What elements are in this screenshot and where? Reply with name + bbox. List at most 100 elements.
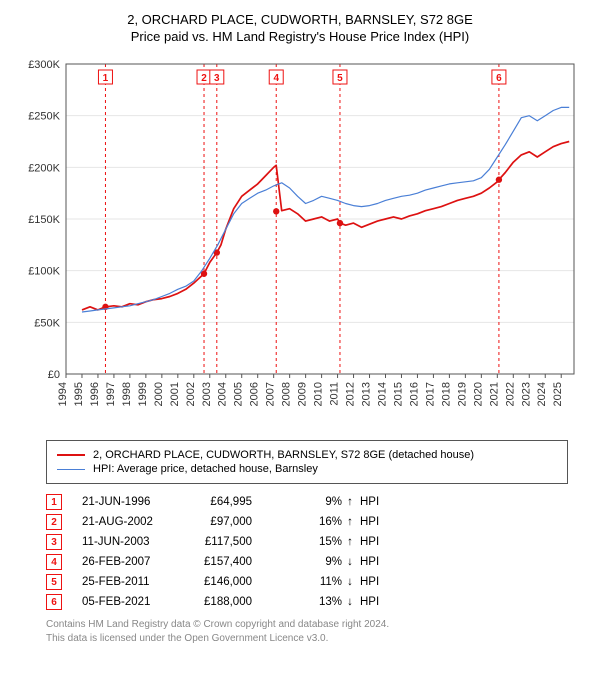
- arrow-icon: ↓: [342, 596, 358, 608]
- svg-text:6: 6: [496, 73, 502, 84]
- svg-text:£300K: £300K: [28, 59, 60, 71]
- svg-text:1: 1: [103, 73, 109, 84]
- svg-text:2008: 2008: [281, 382, 293, 406]
- marker-pct: 9%: [292, 556, 342, 568]
- legend-item: HPI: Average price, detached house, Barn…: [57, 463, 557, 475]
- svg-text:2016: 2016: [408, 382, 420, 406]
- svg-text:£50K: £50K: [34, 317, 60, 329]
- svg-text:2: 2: [201, 73, 207, 84]
- marker-price: £64,995: [192, 496, 292, 508]
- svg-text:2024: 2024: [536, 382, 548, 406]
- marker-table: 121-JUN-1996£64,9959%↑HPI221-AUG-2002£97…: [46, 494, 568, 610]
- svg-text:2014: 2014: [376, 382, 388, 406]
- marker-date: 25-FEB-2011: [82, 576, 192, 588]
- svg-text:£100K: £100K: [28, 266, 60, 278]
- legend-label: HPI: Average price, detached house, Barn…: [93, 463, 318, 475]
- arrow-icon: ↓: [342, 556, 358, 568]
- svg-text:2023: 2023: [520, 382, 532, 406]
- svg-text:£250K: £250K: [28, 111, 60, 123]
- marker-row: 1 21-JUN-1996£64,9959%↑HPI: [46, 494, 568, 510]
- legend-swatch: [57, 469, 85, 470]
- svg-text:2001: 2001: [169, 382, 181, 406]
- marker-row: 6 05-FEB-2021£188,00013%↓HPI: [46, 594, 568, 610]
- svg-text:2015: 2015: [392, 382, 404, 406]
- svg-text:2019: 2019: [456, 382, 468, 406]
- marker-suffix: HPI: [358, 496, 379, 508]
- marker-row: 5 25-FEB-2011£146,00011%↓HPI: [46, 574, 568, 590]
- marker-number-box: 5: [46, 574, 62, 590]
- marker-price: £146,000: [192, 576, 292, 588]
- footnote: Contains HM Land Registry data © Crown c…: [46, 618, 568, 645]
- svg-text:2018: 2018: [440, 382, 452, 406]
- marker-row: 2 21-AUG-2002£97,00016%↑HPI: [46, 514, 568, 530]
- svg-text:1998: 1998: [121, 382, 133, 406]
- legend-label: 2, ORCHARD PLACE, CUDWORTH, BARNSLEY, S7…: [93, 449, 474, 461]
- svg-text:4: 4: [273, 73, 279, 84]
- arrow-icon: ↓: [342, 576, 358, 588]
- marker-price: £97,000: [192, 516, 292, 528]
- svg-text:2022: 2022: [504, 382, 516, 406]
- marker-pct: 9%: [292, 496, 342, 508]
- svg-text:2003: 2003: [201, 382, 213, 406]
- svg-text:2004: 2004: [217, 382, 229, 406]
- svg-text:2021: 2021: [488, 382, 500, 406]
- marker-suffix: HPI: [358, 556, 379, 568]
- svg-text:1997: 1997: [105, 382, 117, 406]
- chart-title-block: 2, ORCHARD PLACE, CUDWORTH, BARNSLEY, S7…: [12, 12, 588, 44]
- svg-text:2017: 2017: [424, 382, 436, 406]
- title-line1: 2, ORCHARD PLACE, CUDWORTH, BARNSLEY, S7…: [12, 12, 588, 27]
- marker-date: 26-FEB-2007: [82, 556, 192, 568]
- svg-text:1995: 1995: [73, 382, 85, 406]
- svg-text:1996: 1996: [89, 382, 101, 406]
- svg-text:2000: 2000: [153, 382, 165, 406]
- marker-number-box: 2: [46, 514, 62, 530]
- marker-number-box: 3: [46, 534, 62, 550]
- marker-price: £188,000: [192, 596, 292, 608]
- chart-container: £0 £50K £100K £150K £200K £250K £300K 1994 1995 1…: [12, 52, 588, 432]
- svg-text:£150K: £150K: [28, 214, 60, 226]
- svg-text:2012: 2012: [345, 382, 357, 406]
- footnote-line1: Contains HM Land Registry data © Crown c…: [46, 618, 568, 632]
- marker-date: 11-JUN-2003: [82, 536, 192, 548]
- arrow-icon: ↑: [342, 496, 358, 508]
- marker-date: 21-JUN-1996: [82, 496, 192, 508]
- footnote-line2: This data is licensed under the Open Gov…: [46, 632, 568, 646]
- svg-text:2007: 2007: [265, 382, 277, 406]
- marker-row: 426-FEB-2007£157,4009%↓HPI: [46, 554, 568, 570]
- svg-text:5: 5: [337, 73, 343, 84]
- svg-text:2011: 2011: [329, 382, 341, 406]
- arrow-icon: ↑: [342, 536, 358, 548]
- svg-text:2013: 2013: [361, 382, 373, 406]
- marker-suffix: HPI: [358, 596, 379, 608]
- svg-text:2009: 2009: [297, 382, 309, 406]
- legend-swatch: [57, 454, 85, 456]
- price-chart: £0 £50K £100K £150K £200K £250K £300K 1994 1995 1…: [12, 52, 588, 432]
- title-line2: Price paid vs. HM Land Registry's House …: [12, 29, 588, 44]
- svg-text:2002: 2002: [185, 382, 197, 406]
- svg-text:1994: 1994: [57, 382, 69, 406]
- svg-text:2005: 2005: [233, 382, 245, 406]
- svg-text:£200K: £200K: [28, 162, 60, 174]
- marker-pct: 11%: [292, 576, 342, 588]
- marker-price: £117,500: [192, 536, 292, 548]
- marker-number-box: 4: [46, 554, 62, 570]
- svg-text:2010: 2010: [313, 382, 325, 406]
- svg-text:3: 3: [214, 73, 220, 84]
- marker-suffix: HPI: [358, 516, 379, 528]
- marker-date: 21-AUG-2002: [82, 516, 192, 528]
- svg-text:£0: £0: [48, 369, 60, 381]
- marker-pct: 15%: [292, 536, 342, 548]
- marker-pct: 13%: [292, 596, 342, 608]
- svg-text:2006: 2006: [249, 382, 261, 406]
- svg-text:2025: 2025: [552, 382, 564, 406]
- marker-number-box: 1: [46, 494, 62, 510]
- marker-suffix: HPI: [358, 576, 379, 588]
- marker-date: 05-FEB-2021: [82, 596, 192, 608]
- marker-row: 311-JUN-2003£117,50015%↑HPI: [46, 534, 568, 550]
- legend-item: 2, ORCHARD PLACE, CUDWORTH, BARNSLEY, S7…: [57, 449, 557, 461]
- marker-pct: 16%: [292, 516, 342, 528]
- legend: 2, ORCHARD PLACE, CUDWORTH, BARNSLEY, S7…: [46, 440, 568, 484]
- svg-text:1999: 1999: [137, 382, 149, 406]
- arrow-icon: ↑: [342, 516, 358, 528]
- marker-number-box: 6: [46, 594, 62, 610]
